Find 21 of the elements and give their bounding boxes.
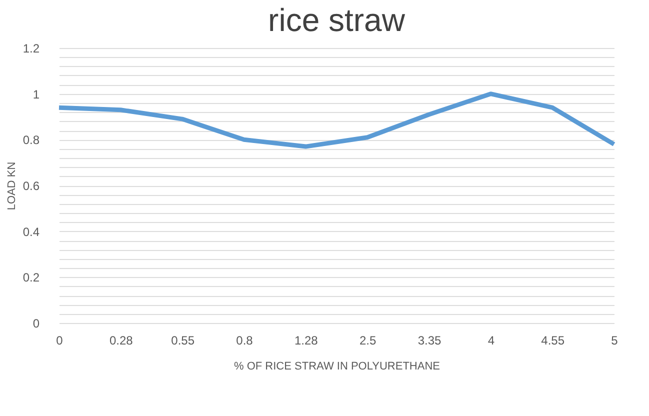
- x-tick-label: 5: [611, 334, 618, 348]
- y-axis-title: LOAD KN: [6, 162, 18, 210]
- line-series: [56, 92, 616, 149]
- y-tick-label: 0.2: [22, 270, 40, 285]
- x-axis-title: % OF RICE STRAW IN POLYURETHANE: [234, 360, 440, 372]
- y-tick-label: 0.6: [22, 179, 40, 193]
- x-tick-label: 4: [488, 334, 495, 348]
- x-tick-label: 0.55: [171, 334, 195, 348]
- x-tick-label: 1.28: [294, 334, 318, 348]
- y-tick-label: 0.8: [22, 133, 40, 148]
- x-tick-label: 3.35: [418, 334, 442, 348]
- x-tick-label: 2.5: [359, 334, 376, 348]
- y-tick-label: 0: [32, 316, 40, 330]
- y-tick-label: 1.2: [22, 42, 40, 56]
- x-tick-label: 4.55: [541, 334, 565, 348]
- y-tick-label: 0.4: [22, 224, 40, 239]
- x-tick-label: 0: [56, 334, 64, 348]
- y-tick-label: 1: [32, 87, 40, 102]
- chart-title: rice straw: [268, 2, 406, 38]
- x-tick-label: 0.8: [236, 334, 254, 348]
- x-tick-label: 0.28: [109, 334, 134, 348]
